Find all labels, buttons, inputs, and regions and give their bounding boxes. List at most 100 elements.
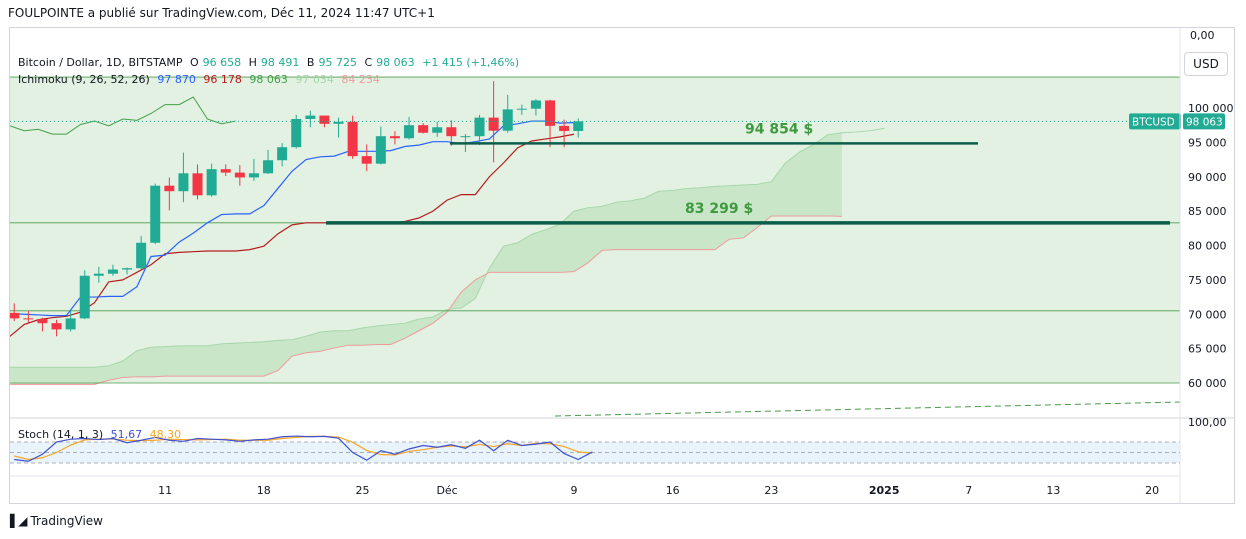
- candle-body: [122, 268, 133, 270]
- price-tick-label: 85 000: [1188, 205, 1227, 218]
- stoch-k-value: 51,67: [110, 428, 143, 441]
- candle-body: [192, 173, 203, 196]
- candle-body: [248, 173, 259, 178]
- chart-frame[interactable]: [9, 27, 1235, 504]
- time-tick-label: 23: [764, 484, 778, 497]
- candle-body: [545, 100, 556, 126]
- time-tick-label: 18: [257, 484, 271, 497]
- candle-body: [220, 169, 231, 173]
- span-a-value: 97 034: [295, 73, 334, 86]
- open-value: O 96 658: [190, 56, 241, 69]
- ichimoku-label: Ichimoku (9, 26, 52, 26): [18, 73, 150, 86]
- candle-body: [10, 312, 20, 319]
- time-tick-label: 25: [356, 484, 370, 497]
- stoch-d-value: 48,30: [149, 428, 182, 441]
- tradingview-logo-icon: ▌◢: [10, 514, 27, 528]
- candle-body: [305, 115, 316, 119]
- candle-body: [516, 108, 527, 110]
- candle-body: [530, 100, 541, 109]
- price-tick-label: 70 000: [1188, 308, 1227, 321]
- span-a-line: [10, 127, 885, 368]
- candle-body: [474, 117, 485, 137]
- symbol-tag-bg: [1129, 113, 1181, 130]
- candle-body: [460, 136, 471, 138]
- currency-button[interactable]: USD: [1184, 52, 1228, 76]
- high-number: 98 491: [260, 56, 300, 69]
- low-label: B: [306, 56, 315, 69]
- candle-body: [51, 323, 62, 330]
- price-tick-label: 80 000: [1188, 240, 1227, 253]
- candle-body: [136, 242, 147, 269]
- candle-body: [79, 275, 90, 319]
- candle-body: [93, 273, 104, 276]
- close-value: C 98 063: [364, 56, 414, 69]
- candle-body: [178, 173, 189, 192]
- candle-body: [234, 172, 245, 178]
- symbol-title: Bitcoin / Dollar, 1D, BITSTAMP: [18, 56, 183, 69]
- close-label: C: [364, 56, 373, 69]
- candle-body: [573, 121, 584, 131]
- stoch-k-line: [14, 435, 593, 462]
- open-number: 96 658: [202, 56, 242, 69]
- chikou-line: [10, 96, 236, 135]
- candle-body: [559, 125, 570, 131]
- publish-header: FOULPOINTE a publié sur TradingView.com,…: [8, 6, 435, 20]
- chikou-value: 98 063: [249, 73, 288, 86]
- candle-body: [446, 127, 457, 137]
- time-tick-label: 2025: [869, 484, 900, 497]
- candle-body: [150, 185, 161, 243]
- low-value: B 95 725: [307, 56, 357, 69]
- candle-body: [107, 269, 118, 274]
- tradingview-brand[interactable]: ▌◢ TradingView: [10, 514, 103, 528]
- high-value: H 98 491: [249, 56, 300, 69]
- span-b-line: [10, 215, 842, 385]
- candle-body: [418, 125, 429, 133]
- high-label: H: [248, 56, 257, 69]
- stoch-legend[interactable]: Stoch (14, 1, 3) 51,67 48,30: [18, 428, 185, 441]
- candle-body: [263, 160, 274, 174]
- price-pane: 94 854 $ 83 299 $: [10, 76, 1180, 417]
- symbol-tag-text: BTCUSD: [1132, 116, 1175, 128]
- stoch-scale-label: 100,00: [1188, 416, 1227, 429]
- candle-body: [432, 127, 443, 133]
- candle-body: [347, 121, 358, 157]
- time-tick-label: 13: [1046, 484, 1060, 497]
- candle-body: [375, 136, 386, 164]
- candle-body: [164, 185, 175, 192]
- price-tick-label: 95 000: [1188, 136, 1227, 149]
- candle-body: [333, 121, 344, 124]
- price-tick-label: 100 000: [1188, 102, 1234, 115]
- price-tick-label: 75 000: [1188, 274, 1227, 287]
- price-tick-label: 90 000: [1188, 171, 1227, 184]
- price-tag-text: 98 063: [1186, 116, 1223, 128]
- kijun-value: 96 178: [203, 73, 242, 86]
- open-label: O: [189, 56, 199, 69]
- trend-line: [554, 401, 1180, 417]
- candle-body: [291, 119, 302, 148]
- candle-body: [488, 117, 499, 131]
- candle-body: [361, 156, 372, 164]
- candle-body: [502, 109, 513, 131]
- low-number: 95 725: [318, 56, 357, 69]
- time-tick-label: 16: [666, 484, 680, 497]
- level-high-label: 94 854 $: [745, 121, 813, 137]
- level-low-label: 83 299 $: [685, 201, 753, 217]
- time-tick-label: 11: [158, 484, 172, 497]
- close-number: 98 063: [376, 56, 415, 69]
- candle-body: [277, 147, 288, 161]
- symbol-legend[interactable]: Bitcoin / Dollar, 1D, BITSTAMP O 96 658 H…: [18, 56, 523, 69]
- stoch-label: Stoch (14, 1, 3): [18, 428, 104, 441]
- time-tick-label: 20: [1145, 484, 1159, 497]
- change-value: +1 415 (+1,46%): [422, 56, 520, 69]
- price-tick-label: 65 000: [1188, 343, 1227, 356]
- time-tick-label: 7: [965, 484, 972, 497]
- ichimoku-legend[interactable]: Ichimoku (9, 26, 52, 26) 97 870 96 178 9…: [18, 73, 384, 86]
- candle-body: [404, 125, 415, 139]
- candle-body: [319, 115, 330, 124]
- candle-body: [206, 169, 217, 196]
- price-tick-label: 60 000: [1188, 377, 1227, 390]
- candle-body: [23, 318, 34, 320]
- top-scale-value: 0,00: [1190, 29, 1215, 42]
- time-tick-label: Déc: [436, 484, 457, 497]
